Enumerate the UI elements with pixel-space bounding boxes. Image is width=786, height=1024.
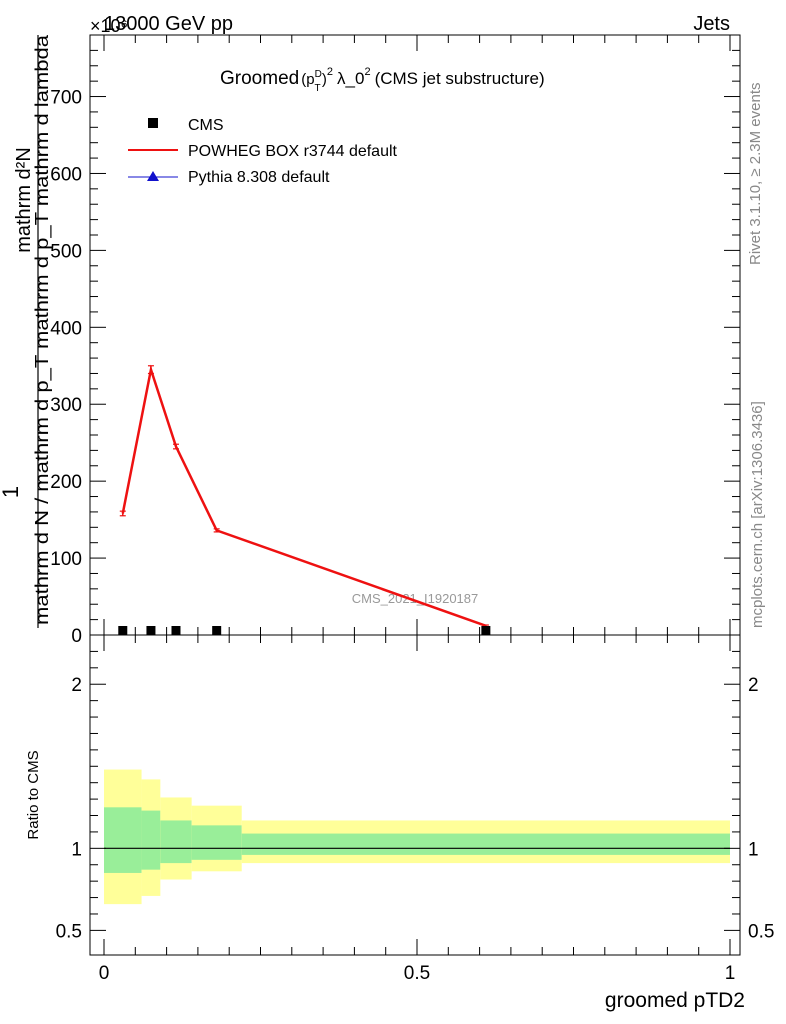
ylabel-one: 1 <box>0 486 23 498</box>
ylabel-denominator: mathrm d N / mathrm d p_T mathrm d p_T m… <box>32 34 53 625</box>
y-tick-label: 100 <box>50 549 82 570</box>
mcplots-ref: mcplots.cern.ch [arXiv:1306.3436] <box>749 401 766 628</box>
ratio-y-tick-label-right: 2 <box>748 675 759 696</box>
ylabel-numerator: mathrm d²N <box>13 147 35 253</box>
title-close: ) <box>322 71 327 88</box>
ratio-panel: 0.5 0.51 12 2 0 0.5 1 <box>56 634 775 984</box>
cms-data-point <box>171 626 181 635</box>
title-lambda: λ_0 <box>337 69 364 88</box>
legend-pythia-label: Pythia 8.308 default <box>188 169 330 186</box>
y-tick-label: 700 <box>50 88 82 109</box>
analysis-watermark: CMS_2021_I1920187 <box>352 591 479 606</box>
legend-cms-marker <box>148 118 158 128</box>
ratio-inner-band <box>104 807 142 873</box>
plot-title: Groomed (pTD)2 λ_02 (CMS jet substructure) <box>220 66 545 94</box>
title-sup-d: D <box>315 69 322 80</box>
main-y-tick-labels: 0 100 200 300 400 500 600 700 <box>50 88 82 647</box>
y-tick-label: 200 <box>50 472 82 493</box>
legend-powheg-label: POWHEG BOX r3744 default <box>188 143 398 160</box>
legend-pythia-marker <box>147 171 159 181</box>
ratio-frame <box>89 634 741 956</box>
cms-data-point <box>212 626 222 635</box>
powheg-line <box>121 364 487 627</box>
ratio-axis-ticks <box>90 635 740 955</box>
title-paren: (p <box>301 71 314 88</box>
title-prefix: Groomed <box>220 68 299 89</box>
rivet-version: Rivet 3.1.10, ≥ 2.3M events <box>747 83 764 266</box>
cms-data-point <box>146 626 156 635</box>
ratio-inner-band <box>241 833 730 855</box>
legend-cms-label: CMS <box>188 117 224 134</box>
ratio-y-tick-label-right: 0.5 <box>748 921 774 942</box>
main-axis-ticks <box>90 34 740 636</box>
ratio-y-tick-label: 2 <box>71 675 82 696</box>
y-tick-label: 400 <box>50 318 82 339</box>
main-series-layer <box>118 364 491 635</box>
energy-label: 13000 GeV pp <box>104 13 233 35</box>
ratio-y-tick-label: 1 <box>71 839 82 860</box>
ratio-inner-band <box>141 810 161 870</box>
ratio-y-axis-label: Ratio to CMS <box>25 750 42 839</box>
title-suffix: (CMS jet substructure) <box>375 69 545 88</box>
x-tick-label: 0.5 <box>404 963 430 984</box>
x-axis-label: groomed pTD2 <box>605 989 745 1012</box>
process-label: Jets <box>693 13 730 35</box>
legend: CMS POWHEG BOX r3744 default Pythia 8.30… <box>128 117 398 186</box>
ratio-inner-band <box>160 820 192 864</box>
title-sq2: 2 <box>364 66 370 78</box>
title-sq1: 2 <box>327 66 333 78</box>
ratio-y-tick-label: 0.5 <box>56 921 82 942</box>
ratio-y-tick-labels: 0.5 0.5 1 1 2 2 <box>56 675 775 942</box>
ratio-y-tick-label-right: 1 <box>748 839 759 860</box>
cms-data-point <box>118 626 128 635</box>
cms-data-point <box>481 626 491 635</box>
x-tick-labels: 0 0.5 1 <box>99 963 736 984</box>
y-tick-label: 0 <box>71 626 82 647</box>
x-tick-label: 0 <box>99 963 110 984</box>
y-tick-label: 500 <box>50 241 82 262</box>
x-tick-label: 1 <box>725 963 736 984</box>
ratio-inner-band <box>191 825 242 860</box>
ratio-bands <box>104 769 730 905</box>
y-tick-label: 600 <box>50 164 82 185</box>
y-tick-label: 300 <box>50 395 82 416</box>
exponent-label: ×10⁶ <box>90 16 128 36</box>
title-sub-t: T <box>315 83 321 94</box>
main-y-axis-label: 1 mathrm d²N mathrm d N / mathrm d p_T m… <box>0 34 53 628</box>
